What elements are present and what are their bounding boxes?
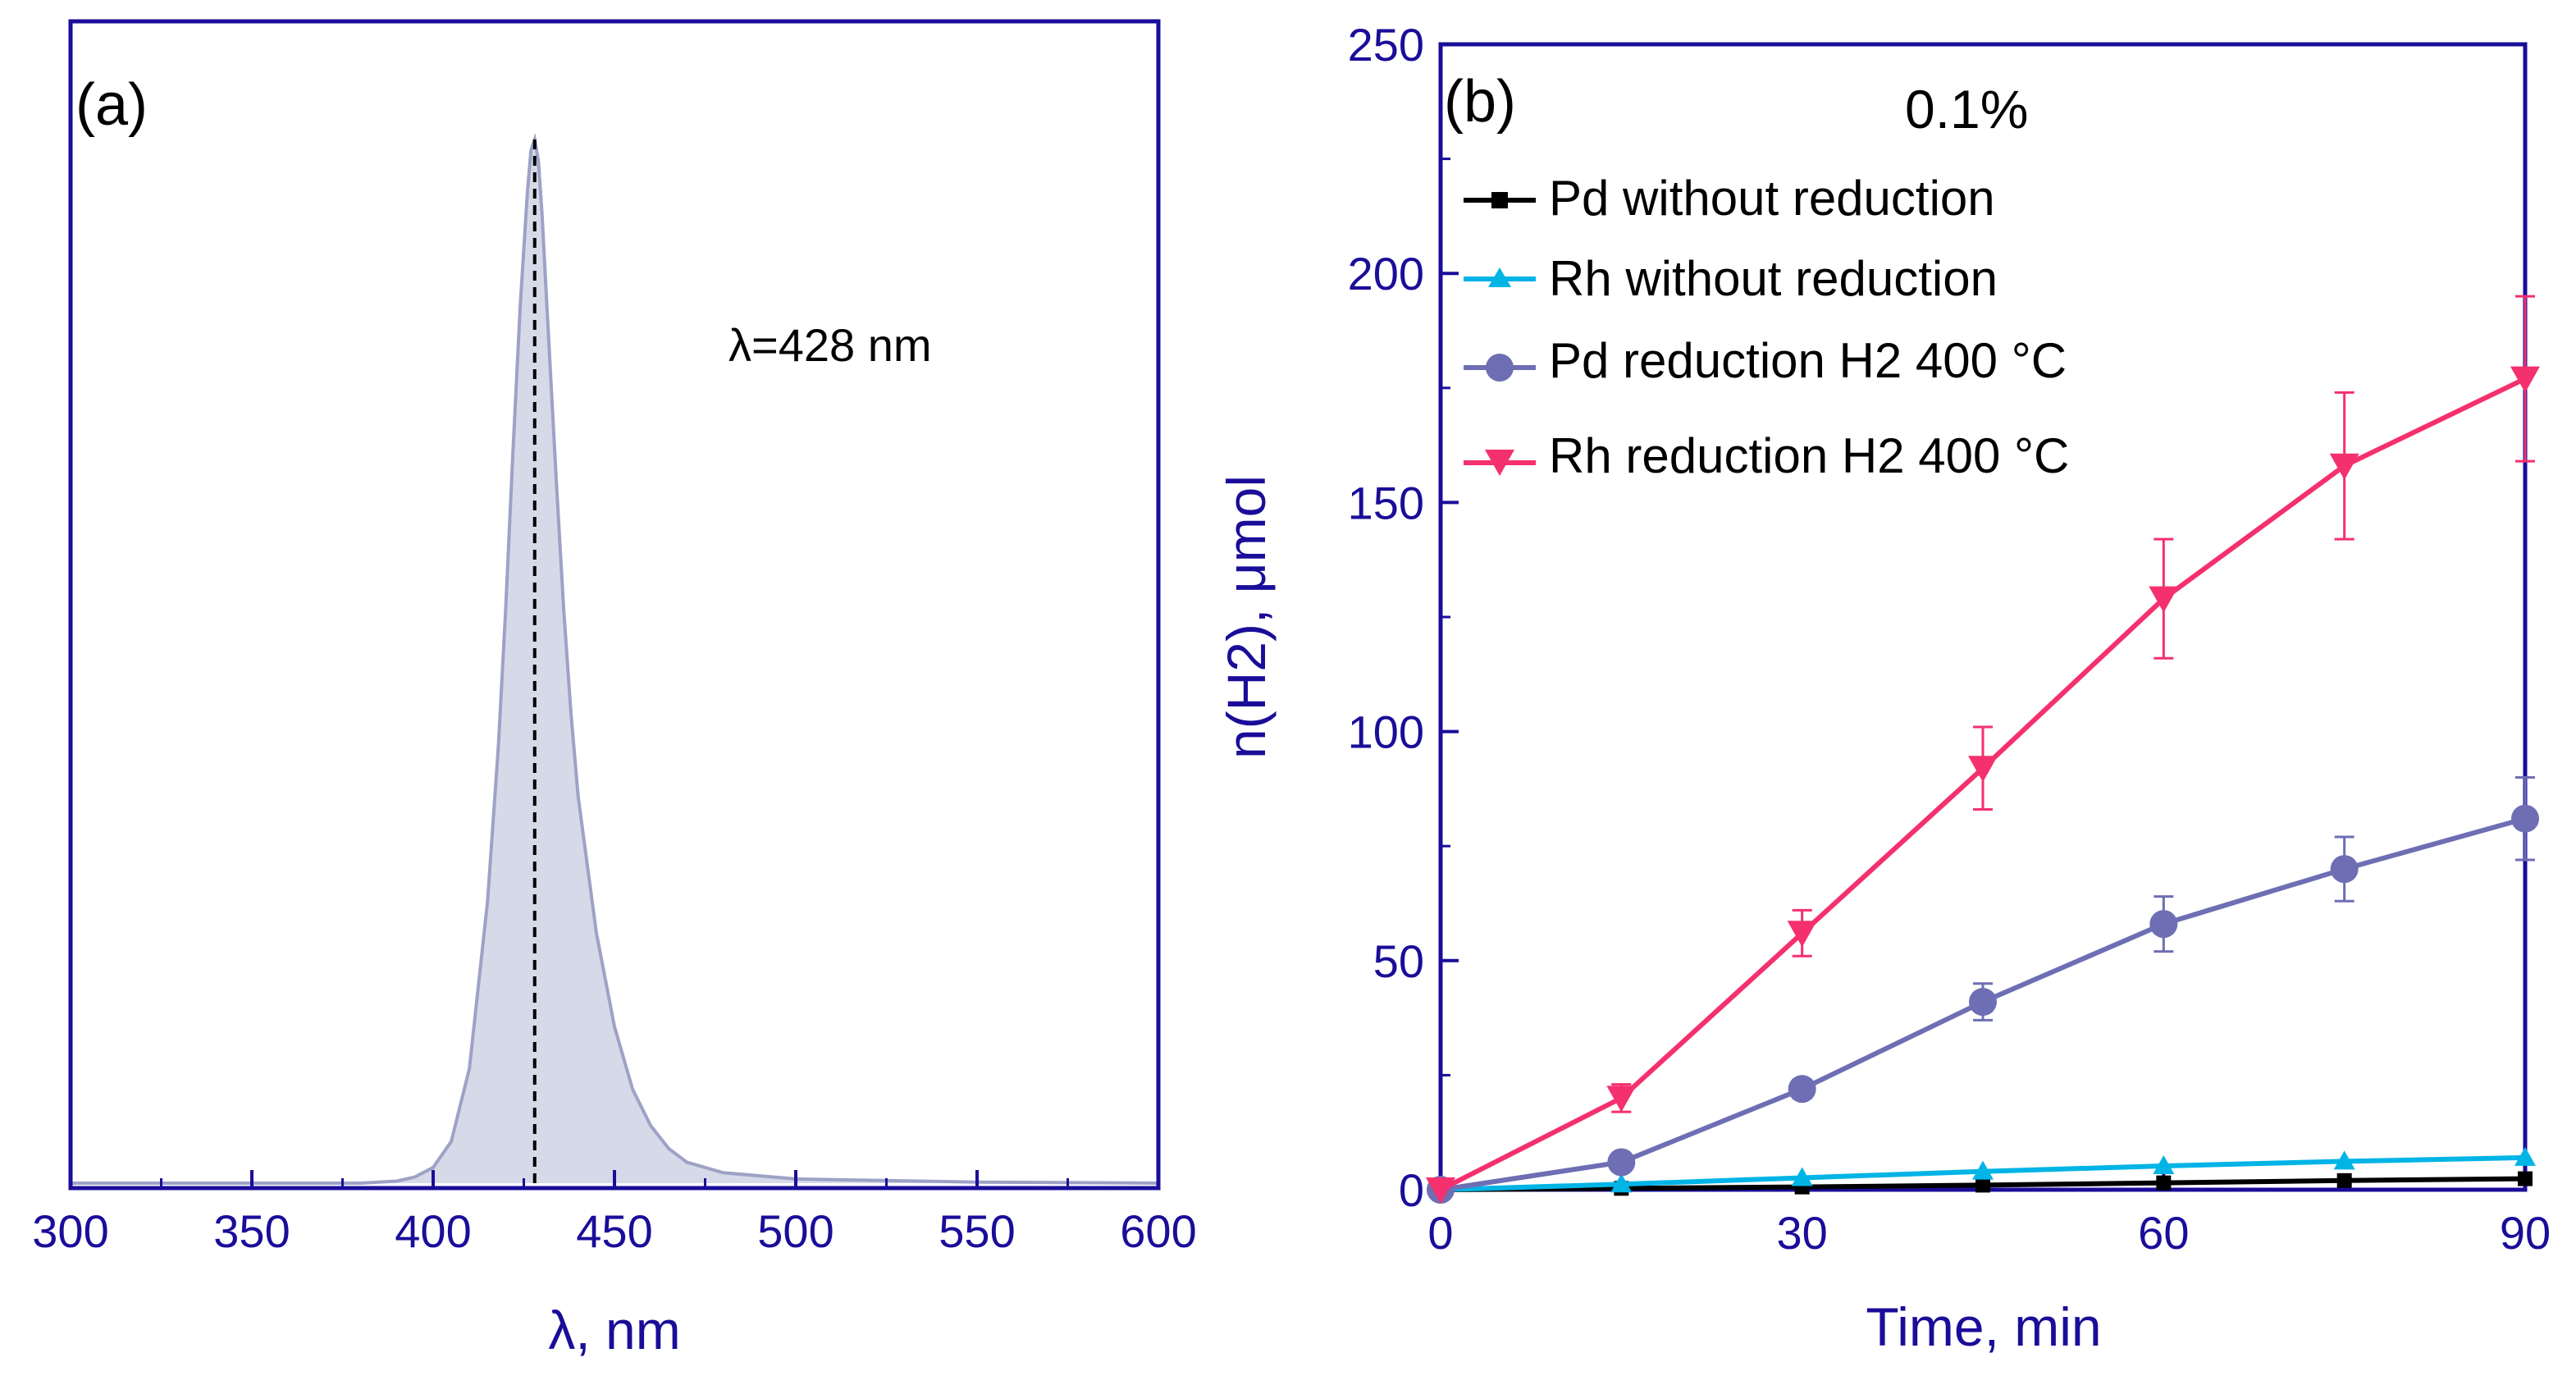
data-point bbox=[2510, 366, 2540, 393]
legend-text-rh-without: Rh without reduction bbox=[1549, 251, 1998, 306]
data-point bbox=[1787, 921, 1817, 948]
series-2 bbox=[1427, 775, 2539, 1204]
b-y-tick-label-0: 0 bbox=[1399, 1164, 1424, 1216]
data-point bbox=[2149, 586, 2179, 613]
data-point bbox=[2330, 855, 2359, 884]
panel-a-frame bbox=[68, 19, 1161, 1191]
legend-item-pd-without: Pd without reduction bbox=[1464, 171, 1995, 226]
data-point bbox=[1969, 988, 1997, 1017]
b-y-tick-label-100: 100 bbox=[1348, 706, 1424, 758]
panel-b-label: (b) bbox=[1444, 69, 1516, 135]
data-point bbox=[2511, 804, 2539, 833]
panel-b-legend: Pd without reduction Rh without reductio… bbox=[1464, 171, 2069, 483]
panel-b-hydrogen: 0 30 60 90 0 50 100 150 200 250 (b) 0.1% Time, mi… bbox=[1216, 19, 2551, 1357]
legend-item-pd-reduction: Pd reduction H2 400 °C bbox=[1464, 333, 2067, 388]
b-y-tick-label-200: 200 bbox=[1348, 248, 1424, 299]
spectrum-line bbox=[71, 133, 1159, 1185]
b-y-tick-label-150: 150 bbox=[1348, 477, 1424, 528]
b-y-tick-label-250: 250 bbox=[1348, 19, 1424, 71]
panel-a-xlabel: λ, nm bbox=[548, 1300, 680, 1360]
b-x-tick-label-60: 60 bbox=[2138, 1207, 2189, 1259]
data-point bbox=[1426, 1177, 1455, 1204]
x-tick-label-550: 550 bbox=[939, 1205, 1015, 1257]
data-point bbox=[1972, 1160, 1994, 1180]
b-y-tick-label-50: 50 bbox=[1373, 935, 1424, 987]
x-tick-label-350: 350 bbox=[213, 1205, 290, 1257]
panel-a-spectrum: 300 350 400 450 500 550 600 (a) λ=428 nm λ, nm bbox=[32, 19, 1197, 1360]
x-tick-label-300: 300 bbox=[32, 1205, 108, 1257]
data-point bbox=[1610, 1173, 1633, 1193]
data-point bbox=[1606, 1086, 1637, 1113]
legend-marker-triangle-up bbox=[1488, 267, 1511, 287]
legend-marker-square bbox=[1491, 192, 1508, 208]
data-point bbox=[2514, 1146, 2536, 1166]
legend-marker-circle bbox=[1486, 354, 1514, 382]
legend-item-rh-without: Rh without reduction bbox=[1464, 251, 1998, 306]
data-point bbox=[2153, 1154, 2175, 1174]
legend-text-rh-reduction: Rh reduction H2 400 °C bbox=[1549, 428, 2069, 483]
peak-annotation: λ=428 nm bbox=[728, 319, 932, 371]
panel-a-label: (a) bbox=[75, 72, 148, 138]
panel-b-xlabel: Time, min bbox=[1866, 1296, 2101, 1357]
b-x-tick-label-90: 90 bbox=[2500, 1207, 2551, 1259]
legend-item-rh-reduction: Rh reduction H2 400 °C bbox=[1464, 428, 2069, 483]
data-point bbox=[2329, 453, 2359, 480]
data-point bbox=[2518, 1171, 2533, 1186]
x-tick-label-500: 500 bbox=[757, 1205, 834, 1257]
panel-b-ylabel: n(H2), μmol bbox=[1216, 475, 1277, 759]
b-x-tick-label-30: 30 bbox=[1777, 1207, 1828, 1259]
panel-a-ticks: 300 350 400 450 500 550 600 bbox=[32, 1170, 1197, 1257]
data-point bbox=[2336, 1172, 2352, 1188]
x-tick-label-400: 400 bbox=[395, 1205, 471, 1257]
panel-b-series bbox=[1426, 295, 2540, 1204]
panel-b-title: 0.1% bbox=[1905, 79, 2028, 139]
data-point bbox=[1791, 1167, 1813, 1186]
data-point bbox=[2149, 910, 2178, 939]
legend-text-pd-reduction: Pd reduction H2 400 °C bbox=[1549, 333, 2067, 388]
b-x-tick-label-0: 0 bbox=[1427, 1207, 1453, 1259]
data-point bbox=[1607, 1148, 1636, 1177]
data-point bbox=[2333, 1150, 2355, 1170]
x-tick-label-450: 450 bbox=[576, 1205, 652, 1257]
x-tick-label-600: 600 bbox=[1120, 1205, 1196, 1257]
data-point bbox=[2156, 1175, 2172, 1191]
data-point bbox=[1975, 1177, 1990, 1193]
series-3 bbox=[1426, 295, 2540, 1204]
data-point bbox=[1788, 1075, 1816, 1104]
panel-b-ticks: 0 30 60 90 0 50 100 150 200 250 bbox=[1348, 19, 2551, 1259]
data-point bbox=[1968, 756, 1998, 783]
legend-text-pd-without: Pd without reduction bbox=[1549, 171, 1995, 226]
legend-marker-triangle-down bbox=[1485, 450, 1514, 476]
